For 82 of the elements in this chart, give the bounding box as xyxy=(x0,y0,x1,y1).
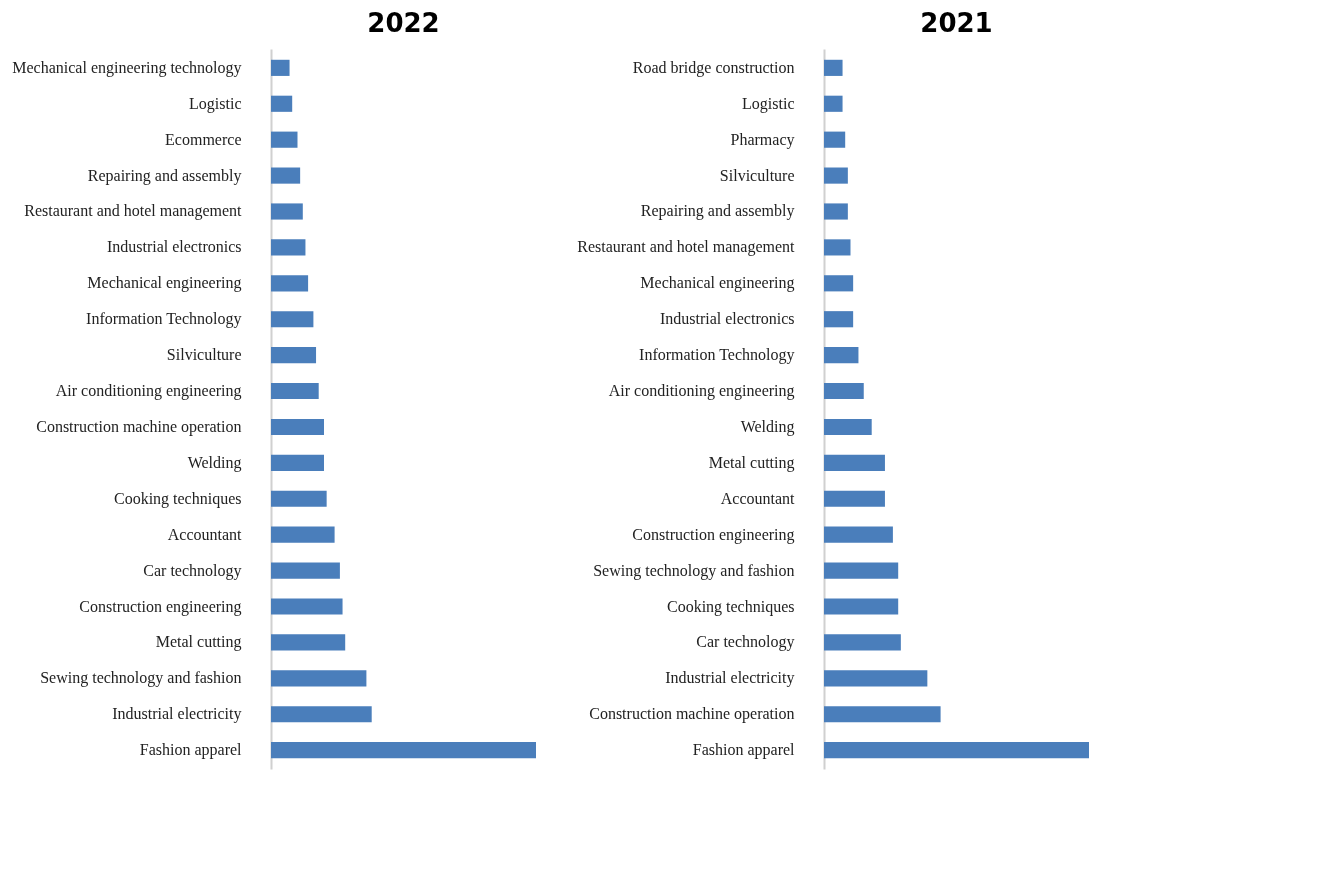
y-tick-label: Metal cutting xyxy=(708,453,795,472)
y-tick-label: Logistic xyxy=(189,94,242,113)
y-tick-label: Industrial electricity xyxy=(112,705,242,724)
y-tick-label: Industrial electronics xyxy=(106,238,242,256)
bar xyxy=(271,275,309,292)
y-tick-label: Silviculture xyxy=(719,166,795,184)
bar xyxy=(271,347,317,364)
bar xyxy=(824,239,851,256)
y-tick-label: Information Technology xyxy=(639,346,795,365)
y-tick-label: Mechanical engineering xyxy=(87,274,242,293)
y-tick-label: Road bridge construction xyxy=(632,58,795,77)
y-tick-label: Repairing and assembly xyxy=(87,166,242,185)
bar xyxy=(271,454,324,471)
bar xyxy=(271,670,367,687)
bar xyxy=(271,131,298,148)
y-tick-label: Air conditioning engineering xyxy=(608,382,795,401)
y-tick-label: Accountant xyxy=(720,489,796,507)
y-tick-label: Fashion apparel xyxy=(692,741,796,760)
y-tick-label: Information Technology xyxy=(86,310,242,329)
bar xyxy=(271,418,324,436)
bar xyxy=(271,526,335,543)
bar xyxy=(271,742,536,759)
bar xyxy=(824,275,854,292)
bar xyxy=(824,131,846,148)
bar xyxy=(824,742,1089,759)
bar xyxy=(824,418,872,436)
y-tick-label: Sewing technology and fashion xyxy=(40,669,242,688)
y-tick-label: Restaurant and hotel management xyxy=(24,202,243,221)
bar xyxy=(824,382,864,400)
bar xyxy=(271,562,340,579)
bar xyxy=(271,203,303,220)
y-tick-label: Sewing technology and fashion xyxy=(593,561,795,580)
y-tick-label: Air conditioning engineering xyxy=(55,382,242,401)
bar xyxy=(824,311,854,328)
y-tick-label: Welding xyxy=(187,453,242,472)
bar xyxy=(824,59,843,76)
y-tick-label: Mechanical engineering technology xyxy=(12,58,242,77)
y-tick-label: Industrial electricity xyxy=(665,669,795,688)
bar xyxy=(271,167,301,184)
bar xyxy=(824,203,848,220)
bar xyxy=(824,562,899,579)
y-tick-label: Mechanical engineering xyxy=(640,274,795,293)
bar xyxy=(824,598,899,615)
bar xyxy=(824,706,941,723)
bar xyxy=(824,167,848,184)
y-tick-label: Welding xyxy=(740,417,795,436)
bar xyxy=(271,239,306,256)
bar xyxy=(824,454,885,471)
y-tick-label: Silviculture xyxy=(166,346,242,364)
bar xyxy=(271,95,293,112)
bar xyxy=(271,311,314,328)
y-tick-label: Fashion apparel xyxy=(139,741,243,760)
bar xyxy=(271,598,343,615)
y-tick-label: Pharmacy xyxy=(730,130,795,149)
bar xyxy=(271,634,346,651)
y-tick-label: Repairing and assembly xyxy=(640,202,795,221)
y-tick-label: Restaurant and hotel management xyxy=(577,238,796,257)
y-tick-label: Construction engineering xyxy=(632,525,795,544)
y-tick-label: Ecommerce xyxy=(165,130,242,148)
y-tick-label: Industrial electronics xyxy=(659,310,795,328)
bar xyxy=(271,59,290,76)
bar xyxy=(824,634,901,651)
y-tick-label: Cooking techniques xyxy=(666,597,795,616)
bar xyxy=(824,526,893,543)
bar xyxy=(271,490,327,507)
bar xyxy=(824,347,859,364)
y-tick-label: Accountant xyxy=(167,525,243,543)
y-tick-label: Cooking techniques xyxy=(113,489,242,508)
y-tick-label: Car technology xyxy=(143,561,242,580)
bar xyxy=(271,706,372,723)
y-tick-label: Construction engineering xyxy=(79,597,242,616)
bar xyxy=(824,95,843,112)
y-tick-label: Car technology xyxy=(696,633,795,652)
bar xyxy=(824,670,928,687)
chart-title: 2022 xyxy=(367,8,440,38)
y-tick-label: Construction machine operation xyxy=(36,417,242,436)
y-tick-label: Logistic xyxy=(742,94,795,113)
y-tick-label: Construction machine operation xyxy=(589,705,795,724)
y-tick-label: Metal cutting xyxy=(155,633,242,652)
bar xyxy=(271,382,319,400)
bar xyxy=(824,490,885,507)
chart-title: 2021 xyxy=(920,8,993,38)
